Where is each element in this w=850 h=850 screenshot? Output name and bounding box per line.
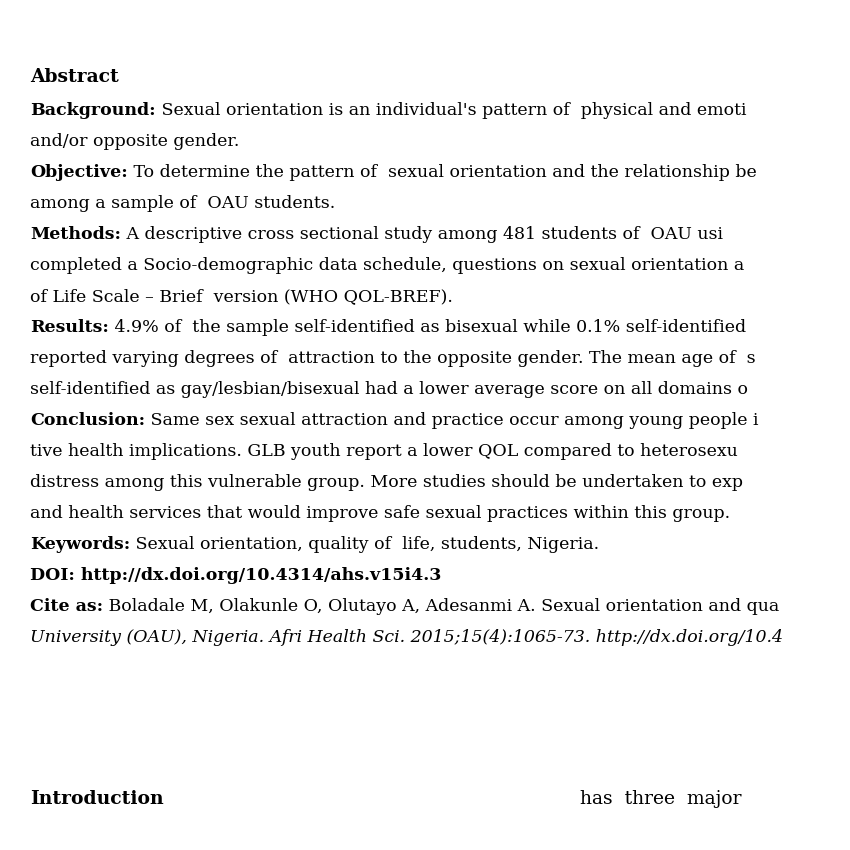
Text: Sexual orientation is an individual's pattern of  physical and emoti: Sexual orientation is an individual's pa… (156, 102, 746, 119)
Text: A descriptive cross sectional study among 481 students of  OAU usi: A descriptive cross sectional study amon… (121, 226, 723, 243)
Text: distress among this vulnerable group. More studies should be undertaken to exp: distress among this vulnerable group. Mo… (30, 474, 743, 491)
Text: reported varying degrees of  attraction to the opposite gender. The mean age of : reported varying degrees of attraction t… (30, 350, 756, 367)
Text: and/or opposite gender.: and/or opposite gender. (30, 133, 240, 150)
Text: Keywords:: Keywords: (30, 536, 130, 553)
Text: 2. Obafemi Awolowo University Teaching Hospitals Complex, Ile-Ife, Nig: 2. Obafemi Awolowo University Teaching H… (30, 8, 620, 25)
Text: DOI: http://dx.doi.org/10.4314/ahs.v15i4.3: DOI: http://dx.doi.org/10.4314/ahs.v15i4… (30, 567, 441, 584)
Text: Introduction: Introduction (30, 790, 163, 808)
Text: Methods:: Methods: (30, 226, 121, 243)
Text: Background:: Background: (30, 102, 156, 119)
Text: Boladale M, Olakunle O, Olutayo A, Adesanmi A. Sexual orientation and qua: Boladale M, Olakunle O, Olutayo A, Adesa… (103, 598, 779, 615)
Text: Same sex sexual attraction and practice occur among young people i: Same sex sexual attraction and practice … (145, 412, 758, 429)
Text: completed a Socio-demographic data schedule, questions on sexual orientation a: completed a Socio-demographic data sched… (30, 257, 745, 274)
Text: Conclusion:: Conclusion: (30, 412, 145, 429)
Text: and health services that would improve safe sexual practices within this group.: and health services that would improve s… (30, 505, 730, 522)
Text: tive health implications. GLB youth report a lower QOL compared to heterosexu: tive health implications. GLB youth repo… (30, 443, 738, 460)
Text: Sexual orientation, quality of  life, students, Nigeria.: Sexual orientation, quality of life, stu… (130, 536, 599, 553)
Text: Objective:: Objective: (30, 164, 127, 181)
Text: University (OAU), Nigeria. Afri Health Sci. 2015;15(4):1065-73. http://dx.doi.or: University (OAU), Nigeria. Afri Health S… (30, 629, 783, 646)
Text: 4.9% of  the sample self-identified as bisexual while 0.1% self-identified: 4.9% of the sample self-identified as bi… (109, 319, 746, 336)
Text: has  three  major: has three major (580, 790, 741, 808)
Text: self-identified as gay/lesbian/bisexual had a lower average score on all domains: self-identified as gay/lesbian/bisexual … (30, 381, 748, 398)
Text: To determine the pattern of  sexual orientation and the relationship be: To determine the pattern of sexual orien… (128, 164, 756, 181)
Text: Abstract: Abstract (30, 68, 119, 86)
Text: Cite as:: Cite as: (30, 598, 103, 615)
Text: Results:: Results: (30, 319, 109, 336)
Text: among a sample of  OAU students.: among a sample of OAU students. (30, 195, 335, 212)
Text: of Life Scale – Brief  version (WHO QOL-BREF).: of Life Scale – Brief version (WHO QOL-B… (30, 288, 453, 305)
